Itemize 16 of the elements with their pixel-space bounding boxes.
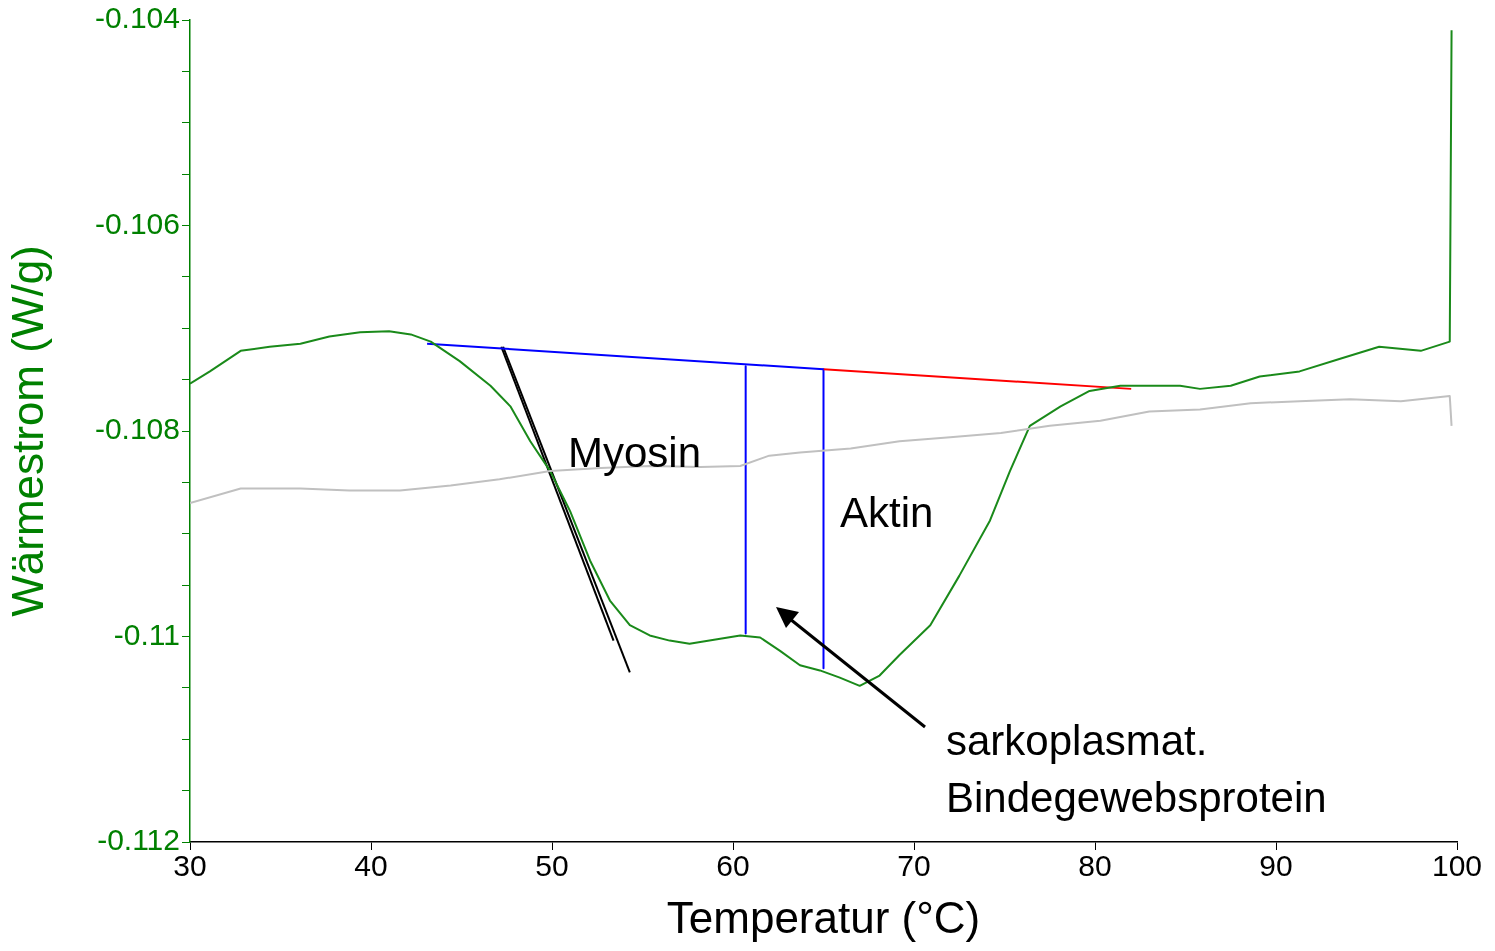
y-tick-label: -0.106 <box>94 206 180 240</box>
x-tick-label: 50 <box>535 849 569 883</box>
y-axis-title: Wärmestrom (W/g) <box>2 245 52 617</box>
x-tick-label: 60 <box>716 849 750 883</box>
annotation: sarkoplasmat. Bindegewebsprotein <box>946 716 1327 823</box>
x-tick-label: 40 <box>354 849 388 883</box>
x-axis-title: Temperatur (°C) <box>666 892 981 942</box>
y-tick-label: -0.11 <box>113 617 180 651</box>
annotation: Myosin <box>568 428 702 478</box>
annotation: Aktin <box>840 488 934 538</box>
y-tick-label: -0.108 <box>94 412 180 446</box>
x-tick-label: 80 <box>1078 849 1112 883</box>
x-tick-label: 90 <box>1259 849 1293 883</box>
x-tick-label: 70 <box>897 849 931 883</box>
y-tick-label: -0.104 <box>94 1 180 35</box>
x-tick-label: 100 <box>1431 849 1483 883</box>
